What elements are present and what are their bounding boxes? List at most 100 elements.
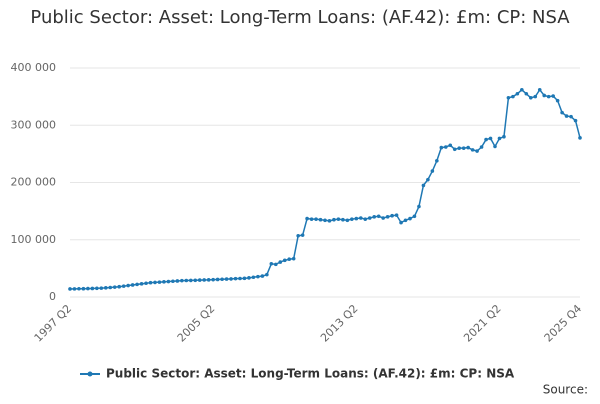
data-point bbox=[578, 136, 582, 140]
data-point bbox=[300, 233, 305, 237]
data-point bbox=[452, 147, 457, 152]
data-point bbox=[112, 285, 117, 289]
data-point bbox=[309, 217, 314, 221]
data-point bbox=[358, 216, 363, 220]
data-point bbox=[341, 217, 345, 222]
data-point bbox=[103, 286, 108, 290]
data-point bbox=[569, 114, 573, 119]
chart-title: Public Sector: Asset: Long-Term Loans: (… bbox=[30, 7, 570, 28]
legend-marker bbox=[87, 371, 93, 377]
data-point bbox=[291, 256, 296, 261]
data-point bbox=[520, 87, 524, 92]
data-point bbox=[148, 280, 153, 285]
data-point bbox=[171, 279, 175, 284]
data-point bbox=[215, 277, 220, 282]
data-point bbox=[90, 286, 95, 291]
data-point bbox=[421, 183, 426, 188]
data-point bbox=[99, 286, 104, 290]
source-label: Source: bbox=[543, 383, 588, 397]
data-point bbox=[144, 281, 148, 286]
data-point bbox=[511, 94, 515, 99]
data-point bbox=[533, 94, 538, 99]
data-point bbox=[528, 95, 533, 100]
data-point bbox=[354, 216, 359, 221]
data-point bbox=[412, 214, 417, 219]
data-point bbox=[502, 134, 506, 139]
data-point bbox=[202, 278, 207, 282]
data-point bbox=[403, 218, 408, 223]
x-tick-label: 2013 Q2 bbox=[318, 302, 361, 345]
data-point bbox=[180, 278, 184, 283]
data-point bbox=[211, 277, 215, 282]
data-point bbox=[247, 276, 251, 280]
data-point bbox=[426, 177, 430, 182]
data-point bbox=[130, 283, 135, 287]
data-point bbox=[493, 144, 497, 149]
data-point bbox=[68, 287, 72, 291]
y-tick-label: 200 000 bbox=[11, 176, 57, 189]
data-point bbox=[256, 274, 260, 279]
data-point bbox=[206, 278, 211, 282]
data-point bbox=[537, 87, 542, 92]
data-point bbox=[439, 145, 444, 150]
data-point bbox=[72, 287, 77, 291]
data-point bbox=[242, 276, 247, 281]
data-point bbox=[408, 216, 412, 221]
data-point bbox=[367, 216, 372, 220]
data-point bbox=[273, 262, 278, 267]
data-point bbox=[350, 217, 354, 221]
data-point bbox=[372, 215, 377, 219]
data-point bbox=[515, 91, 520, 96]
data-point bbox=[363, 217, 368, 221]
data-point bbox=[184, 278, 189, 283]
data-point bbox=[417, 204, 421, 209]
data-point bbox=[327, 219, 332, 223]
legend-label: Public Sector: Asset: Long-Term Loans: (… bbox=[106, 367, 515, 381]
data-point bbox=[435, 158, 439, 163]
x-tick-label: 2005 Q2 bbox=[175, 302, 218, 345]
data-point bbox=[461, 146, 466, 150]
data-point bbox=[430, 169, 435, 173]
data-point bbox=[287, 257, 292, 262]
x-tick-label: 1997 Q2 bbox=[32, 302, 75, 345]
data-point bbox=[475, 149, 479, 153]
x-tick-label: 2025 Q4 bbox=[542, 302, 585, 345]
data-point bbox=[524, 91, 529, 96]
data-point bbox=[479, 145, 484, 149]
data-point bbox=[555, 98, 560, 103]
data-point bbox=[385, 215, 390, 219]
data-point bbox=[260, 274, 265, 278]
data-point bbox=[497, 136, 502, 141]
data-point bbox=[381, 216, 385, 220]
data-point bbox=[542, 93, 547, 98]
data-point bbox=[282, 258, 287, 263]
y-tick-label: 400 000 bbox=[11, 61, 57, 74]
data-point bbox=[269, 261, 274, 266]
data-point bbox=[193, 278, 198, 283]
data-point bbox=[332, 217, 336, 222]
data-point bbox=[318, 217, 323, 222]
data-point bbox=[86, 286, 90, 291]
data-point bbox=[197, 278, 202, 282]
y-tick-label: 0 bbox=[49, 290, 56, 303]
data-point bbox=[484, 137, 488, 142]
data-point bbox=[560, 110, 564, 115]
data-point bbox=[314, 217, 318, 221]
data-point bbox=[573, 118, 578, 123]
data-point bbox=[564, 114, 569, 118]
data-point bbox=[108, 285, 113, 290]
data-point bbox=[345, 218, 350, 223]
x-tick-label: 2021 Q2 bbox=[461, 302, 504, 345]
data-point bbox=[394, 213, 399, 217]
data-point bbox=[175, 279, 180, 283]
data-point bbox=[81, 286, 86, 291]
data-point bbox=[470, 148, 475, 152]
data-point bbox=[551, 94, 555, 98]
data-point bbox=[238, 276, 242, 281]
data-point bbox=[233, 276, 238, 281]
data-point bbox=[390, 213, 394, 218]
data-point bbox=[323, 218, 327, 223]
data-point bbox=[278, 260, 283, 264]
data-point bbox=[188, 278, 193, 283]
data-point bbox=[162, 280, 166, 284]
